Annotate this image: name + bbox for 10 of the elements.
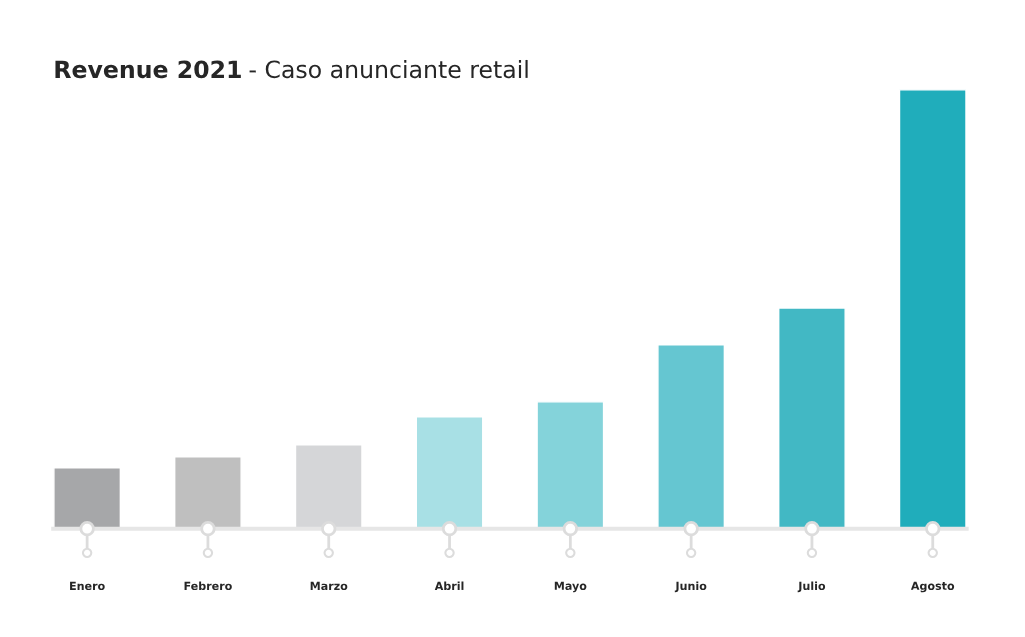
chart-subtitle: - Caso anunciante retail: [249, 59, 528, 79]
x-tick-label: Marzo: [310, 581, 348, 591]
x-tick-label: Enero: [70, 581, 105, 591]
x-tick-label: Febrero: [184, 581, 232, 591]
chart-title: Revenue 2021: [55, 60, 241, 79]
x-tick-label: Abril: [434, 581, 464, 591]
x-tick-label: Junio: [674, 581, 707, 593]
x-tick-label: Julio: [797, 581, 826, 593]
x-tick-label: Mayo: [554, 581, 587, 593]
x-tick-label: Agosto: [910, 581, 955, 593]
